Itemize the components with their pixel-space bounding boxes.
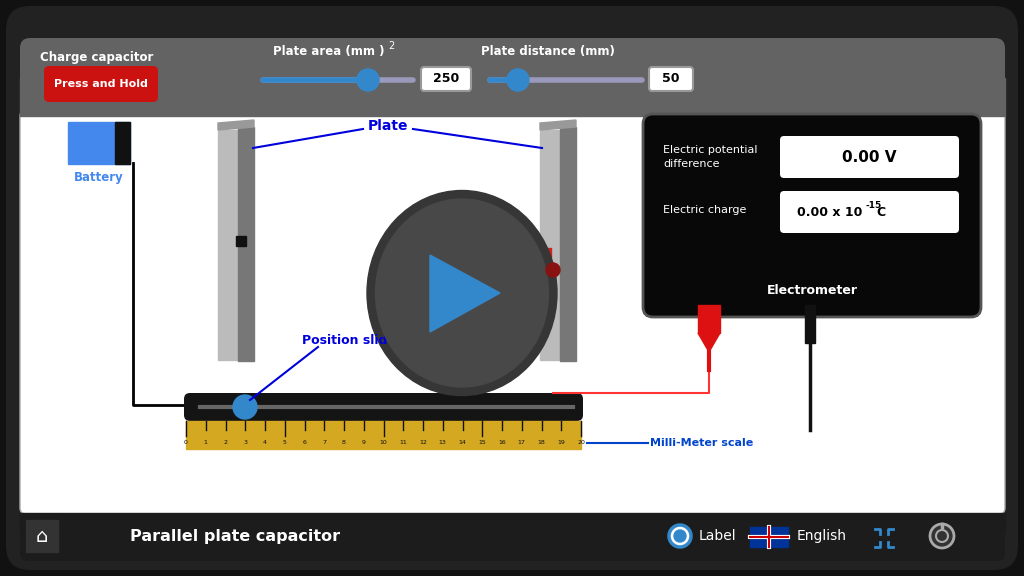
- Bar: [540, 130, 562, 360]
- Text: 9: 9: [361, 441, 366, 445]
- Circle shape: [507, 69, 529, 91]
- Text: Electric charge: Electric charge: [663, 205, 746, 215]
- Text: Plate area (mm ): Plate area (mm ): [273, 46, 393, 59]
- Ellipse shape: [367, 191, 557, 396]
- Text: 5: 5: [283, 441, 287, 445]
- Bar: [698, 305, 720, 333]
- Text: 15: 15: [478, 441, 486, 445]
- Text: -15: -15: [866, 202, 883, 210]
- FancyBboxPatch shape: [6, 6, 1018, 570]
- FancyBboxPatch shape: [780, 191, 959, 233]
- Text: 8: 8: [342, 441, 346, 445]
- Text: 2: 2: [388, 41, 394, 51]
- Text: 6: 6: [302, 441, 306, 445]
- Ellipse shape: [376, 199, 549, 387]
- Bar: [115, 122, 130, 164]
- Text: 4: 4: [263, 441, 267, 445]
- Text: 17: 17: [518, 441, 525, 445]
- FancyBboxPatch shape: [780, 136, 959, 178]
- Text: Electric potential
difference: Electric potential difference: [663, 145, 758, 169]
- Text: Press and Hold: Press and Hold: [54, 79, 147, 89]
- Polygon shape: [698, 333, 720, 352]
- Bar: [68, 122, 130, 164]
- Text: 7: 7: [323, 441, 327, 445]
- Polygon shape: [218, 120, 254, 130]
- Text: C: C: [876, 206, 885, 218]
- FancyBboxPatch shape: [649, 67, 693, 91]
- Circle shape: [357, 69, 379, 91]
- Text: 11: 11: [399, 441, 408, 445]
- Text: 13: 13: [439, 441, 446, 445]
- Bar: [560, 127, 575, 361]
- Text: 12: 12: [419, 441, 427, 445]
- Bar: [236, 236, 246, 246]
- Bar: [26, 520, 58, 552]
- Text: Milli-Meter scale: Milli-Meter scale: [650, 438, 754, 448]
- Circle shape: [546, 263, 560, 277]
- Text: Position slider: Position slider: [302, 334, 402, 347]
- Text: 0.00 x 10: 0.00 x 10: [797, 206, 862, 218]
- Circle shape: [930, 524, 954, 548]
- Polygon shape: [540, 120, 575, 130]
- Text: 50: 50: [663, 73, 680, 85]
- Text: Parallel plate capacitor: Parallel plate capacitor: [130, 529, 340, 544]
- Bar: [542, 248, 551, 257]
- Text: 0.00 V: 0.00 V: [842, 150, 896, 165]
- Text: 16: 16: [498, 441, 506, 445]
- Text: English: English: [797, 529, 847, 543]
- Text: ⌂: ⌂: [36, 526, 48, 545]
- Text: 10: 10: [380, 441, 387, 445]
- Bar: [186, 421, 581, 449]
- Text: 3: 3: [244, 441, 247, 445]
- Text: Plate: Plate: [368, 119, 409, 133]
- Bar: [238, 127, 254, 361]
- FancyBboxPatch shape: [20, 513, 1005, 561]
- Bar: [218, 130, 240, 360]
- Text: 0: 0: [184, 441, 188, 445]
- Text: Battery: Battery: [74, 172, 124, 184]
- FancyBboxPatch shape: [44, 66, 158, 102]
- Bar: [805, 305, 815, 343]
- Bar: [20, 513, 1005, 533]
- Bar: [20, 78, 1005, 116]
- Text: 19: 19: [557, 441, 565, 445]
- FancyBboxPatch shape: [643, 114, 981, 317]
- Text: Plate distance (mm): Plate distance (mm): [481, 46, 615, 59]
- Text: Charge capacitor: Charge capacitor: [40, 51, 154, 63]
- Text: Electrometer: Electrometer: [767, 283, 857, 297]
- Circle shape: [669, 525, 691, 547]
- Text: 18: 18: [538, 441, 546, 445]
- Polygon shape: [430, 255, 500, 332]
- Circle shape: [674, 530, 686, 542]
- Text: 2: 2: [223, 441, 227, 445]
- Text: 250: 250: [433, 73, 459, 85]
- FancyBboxPatch shape: [421, 67, 471, 91]
- Bar: [750, 527, 788, 547]
- Text: 1: 1: [204, 441, 208, 445]
- FancyBboxPatch shape: [20, 110, 1005, 514]
- Circle shape: [233, 395, 257, 419]
- FancyBboxPatch shape: [184, 393, 583, 421]
- Text: 20: 20: [578, 441, 585, 445]
- Text: Label: Label: [699, 529, 736, 543]
- FancyBboxPatch shape: [20, 38, 1005, 116]
- Text: 14: 14: [459, 441, 467, 445]
